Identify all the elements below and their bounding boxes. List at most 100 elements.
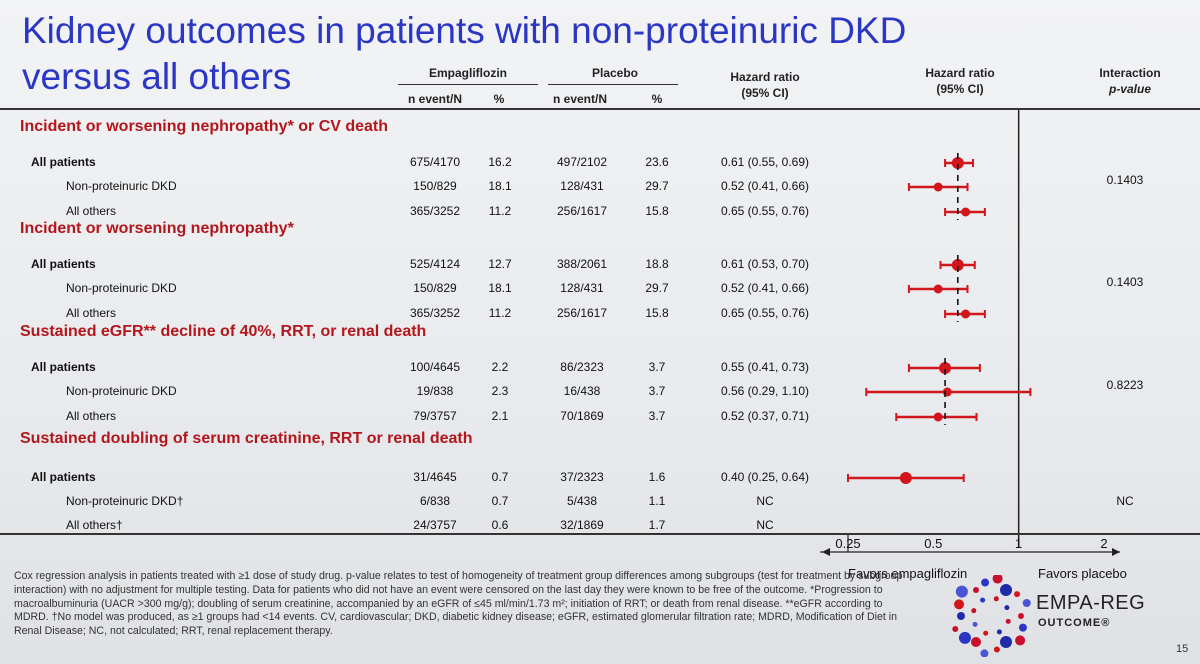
logo-dot bbox=[996, 629, 1002, 635]
hr-point-marker bbox=[939, 362, 952, 374]
section-title: Sustained eGFR** decline of 40%, RRT, or… bbox=[20, 323, 427, 340]
empa-pct-cell: 2.2 bbox=[491, 360, 509, 374]
row-label: All patients bbox=[31, 257, 96, 271]
hr-ci-cell: 0.65 (0.55, 0.76) bbox=[720, 306, 810, 320]
placebo-pct-cell: 29.7 bbox=[645, 179, 669, 193]
logo-dot bbox=[1004, 605, 1010, 611]
hr-point-marker bbox=[899, 472, 912, 484]
empa-nevent-cell: 19/838 bbox=[416, 384, 454, 398]
header-divider bbox=[0, 108, 1200, 110]
row-label: Non-proteinuric DKD† bbox=[66, 494, 184, 508]
placebo-nevent-cell: 256/1617 bbox=[556, 204, 608, 218]
hr-ci-cell: 0.55 (0.41, 0.73) bbox=[720, 360, 810, 374]
empa-nevent-cell: 31/4645 bbox=[413, 470, 457, 484]
hr-ci-cell: 0.52 (0.41, 0.66) bbox=[720, 179, 810, 193]
hr-ci-cell: 0.56 (0.29, 1.10) bbox=[720, 384, 810, 398]
logo-dot bbox=[955, 585, 968, 598]
header-placebo-pct: % bbox=[651, 92, 663, 106]
logo-dot bbox=[971, 608, 977, 614]
favors-placebo-label: Favors placebo bbox=[1038, 566, 1127, 581]
logo-dot bbox=[981, 578, 990, 587]
placebo-nevent-cell: 16/438 bbox=[563, 384, 601, 398]
empa-reg-logo-icon bbox=[952, 575, 1031, 657]
page-number: 15 bbox=[1176, 643, 1189, 655]
empa-nevent-cell: 365/3252 bbox=[409, 306, 461, 320]
logo-dot bbox=[1018, 623, 1027, 632]
row-label: All others bbox=[66, 204, 117, 218]
row-label: All others† bbox=[66, 518, 123, 532]
empa-pct-cell: 2.1 bbox=[491, 409, 509, 423]
logo-dot bbox=[972, 621, 978, 627]
hr-point-marker bbox=[933, 182, 943, 192]
empa-pct-cell: 11.2 bbox=[488, 204, 512, 218]
header-plot-ci: (95% CI) bbox=[936, 82, 984, 96]
empa-nevent-cell: 6/838 bbox=[419, 494, 451, 508]
header-empagliflozin: Empagliflozin bbox=[429, 66, 507, 80]
hr-point-marker bbox=[933, 284, 943, 294]
empa-nevent-cell: 150/829 bbox=[413, 179, 457, 193]
row-label: Non-proteinuric DKD bbox=[66, 384, 177, 398]
empa-pct-cell: 18.1 bbox=[488, 281, 512, 295]
placebo-pct-cell: 29.7 bbox=[645, 281, 669, 295]
hr-point-marker bbox=[961, 207, 971, 217]
logo-dot bbox=[992, 575, 1003, 584]
logo-dot bbox=[1022, 599, 1031, 608]
logo-dot bbox=[1005, 618, 1011, 624]
row-label: All patients bbox=[31, 155, 96, 169]
logo-dot bbox=[983, 630, 989, 636]
header-placebo-nevent: n event/N bbox=[552, 92, 607, 106]
placebo-pct-cell: 3.7 bbox=[648, 384, 666, 398]
logo-dot bbox=[993, 646, 1000, 653]
logo-dot bbox=[958, 631, 971, 644]
empa-nevent-cell: 365/3252 bbox=[409, 204, 461, 218]
header-hr-ci: (95% CI) bbox=[741, 86, 789, 100]
hr-ci-cell: 0.40 (0.25, 0.64) bbox=[720, 470, 810, 484]
axis-left-arrow bbox=[822, 548, 830, 556]
placebo-nevent-cell: 256/1617 bbox=[556, 306, 608, 320]
title-line-1: Kidney outcomes in patients with non-pro… bbox=[22, 10, 907, 51]
placebo-pct-cell: 18.8 bbox=[645, 257, 669, 271]
interaction-pvalue-cell: 0.8223 bbox=[1106, 378, 1144, 392]
interaction-pvalue-cell: 0.1403 bbox=[1106, 275, 1144, 289]
logo-dot bbox=[952, 625, 959, 632]
empa-nevent-cell: 100/4645 bbox=[409, 360, 461, 374]
placebo-pct-cell: 23.6 bbox=[645, 155, 669, 169]
x-tick-label: 0.5 bbox=[924, 536, 942, 551]
interaction-pvalue-cell: NC bbox=[1116, 494, 1134, 508]
hr-point-marker bbox=[951, 259, 964, 271]
header-pvalue: p-value bbox=[1108, 82, 1151, 96]
hr-ci-cell: 0.65 (0.55, 0.76) bbox=[720, 204, 810, 218]
favors-empagliflozin-label: Favors empagliflozin bbox=[848, 566, 968, 581]
section-title: Incident or worsening nephropathy* or CV… bbox=[20, 118, 389, 135]
empa-pct-cell: 2.3 bbox=[491, 384, 509, 398]
empa-pct-cell: 12.7 bbox=[488, 257, 512, 271]
hr-point-marker bbox=[961, 309, 971, 319]
placebo-nevent-cell: 388/2061 bbox=[556, 257, 608, 271]
row-label: All others bbox=[66, 306, 117, 320]
placebo-nevent-cell: 5/438 bbox=[566, 494, 598, 508]
logo-dot bbox=[980, 649, 989, 657]
logo-dot bbox=[1015, 635, 1026, 646]
placebo-nevent-cell: 70/1869 bbox=[560, 409, 604, 423]
header-plot-hr: Hazard ratio bbox=[925, 66, 995, 80]
placebo-nevent-cell: 32/1869 bbox=[560, 518, 604, 532]
logo-dot bbox=[973, 587, 979, 594]
empa-nevent-cell: 24/3757 bbox=[413, 518, 457, 532]
x-tick-label: 1 bbox=[1015, 536, 1022, 551]
row-label: All patients bbox=[31, 470, 96, 484]
placebo-pct-cell: 1.7 bbox=[648, 518, 666, 532]
placebo-pct-cell: 15.8 bbox=[645, 306, 669, 320]
logo-dot bbox=[957, 612, 965, 620]
row-label: Non-proteinuric DKD bbox=[66, 281, 177, 295]
empa-pct-cell: 0.7 bbox=[491, 494, 509, 508]
empa-pct-cell: 0.7 bbox=[491, 470, 509, 484]
placebo-pct-cell: 1.6 bbox=[648, 470, 666, 484]
section-title: Sustained doubling of serum creatinine, … bbox=[20, 430, 473, 447]
placebo-pct-cell: 3.7 bbox=[648, 360, 666, 374]
empa-pct-cell: 11.2 bbox=[488, 306, 512, 320]
logo-dot bbox=[1018, 613, 1024, 619]
row-label: Non-proteinuric DKD bbox=[66, 179, 177, 193]
empa-pct-cell: 18.1 bbox=[488, 179, 512, 193]
